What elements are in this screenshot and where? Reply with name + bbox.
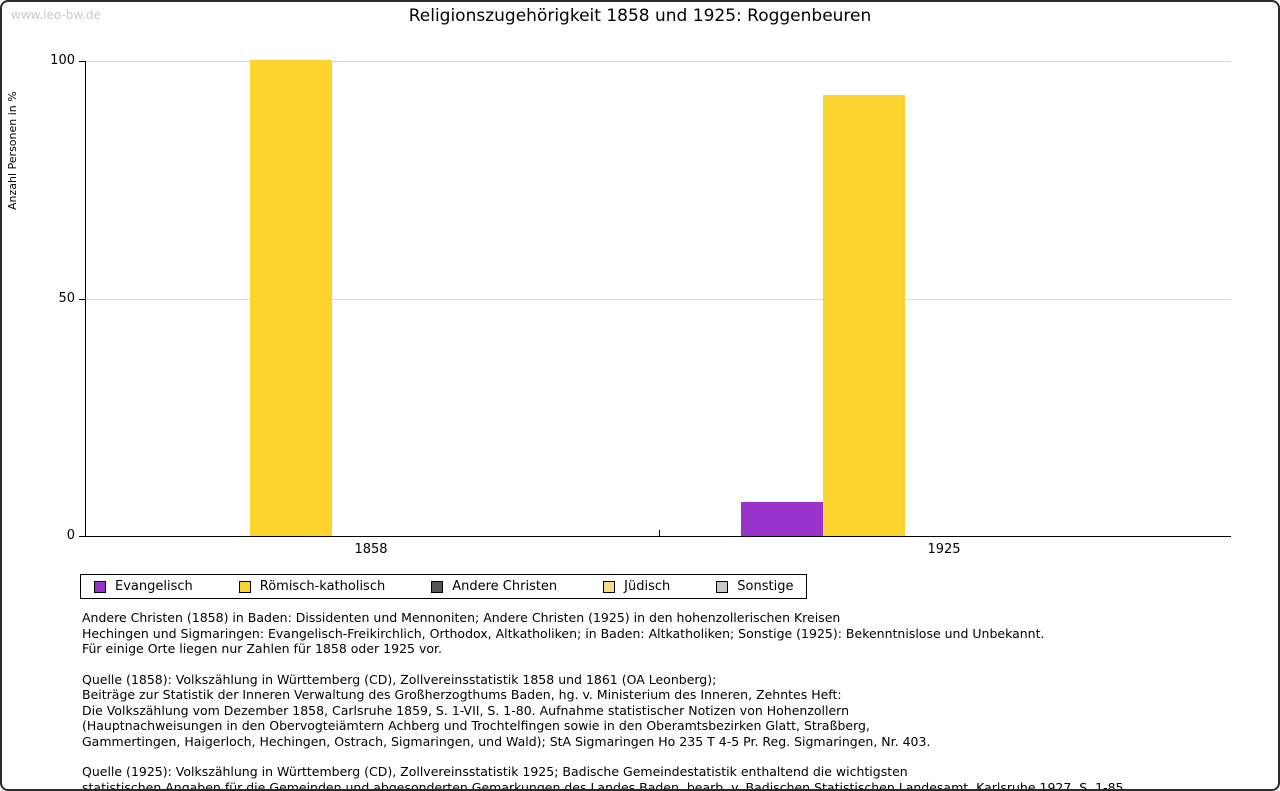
y-tick-label-100: 100	[50, 53, 75, 68]
legend-item-sonstige: Sonstige	[716, 579, 793, 594]
footnote-note: Andere Christen (1858) in Baden: Disside…	[82, 610, 1045, 656]
gridline-100	[86, 61, 1231, 62]
legend-item-r-misch-katholisch: Römisch-katholisch	[238, 579, 386, 594]
legend-swatch-icon	[431, 580, 444, 593]
y-tick-label-50: 50	[58, 291, 75, 306]
y-axis-label: Anzahl Personen in %	[6, 91, 19, 210]
x-tick-label-1858: 1858	[354, 542, 388, 557]
footnote-source-1858: Quelle (1858): Volkszählung in Württembe…	[82, 671, 931, 749]
bar-1858-r-misch-katholisch	[249, 60, 332, 536]
chart-title: Religionszugehörigkeit 1858 und 1925: Ro…	[408, 6, 872, 26]
legend-label: Römisch-katholisch	[259, 579, 386, 594]
legend-label: Jüdisch	[624, 579, 671, 594]
legend-item-andere-christen: Andere Christen	[431, 579, 557, 594]
gridline-50	[86, 299, 1231, 300]
bar-1925-evangelisch	[740, 502, 823, 536]
legend-label: Sonstige	[737, 579, 794, 594]
legend-swatch-icon	[716, 580, 729, 593]
legend-label: Andere Christen	[452, 579, 558, 594]
legend-item-j-disch: Jüdisch	[603, 579, 670, 594]
plot-area	[85, 60, 1231, 537]
legend-swatch-icon	[94, 580, 106, 593]
bar-1925-r-misch-katholisch	[822, 95, 905, 536]
legend-swatch-icon	[603, 580, 616, 593]
y-tick-mark-50	[79, 299, 85, 300]
y-tick-mark-0	[79, 536, 85, 537]
y-tick-mark-100	[79, 61, 85, 62]
category-boundary-tick	[659, 530, 660, 536]
legend-swatch-icon	[238, 580, 251, 593]
legend-item-evangelisch: Evangelisch	[94, 579, 193, 594]
footnotes: Andere Christen (1858) in Baden: Disside…	[82, 610, 1232, 791]
footnote-source-1925: Quelle (1925): Volkszählung in Württembe…	[82, 764, 1128, 791]
x-tick-label-1925: 1925	[927, 542, 961, 557]
watermark: www.leo-bw.de	[11, 8, 101, 22]
chart-legend: Evangelisch Römisch-katholisch Andere Chri…	[80, 574, 808, 599]
legend-label: Evangelisch	[115, 579, 193, 594]
y-tick-label-0: 0	[66, 528, 75, 543]
